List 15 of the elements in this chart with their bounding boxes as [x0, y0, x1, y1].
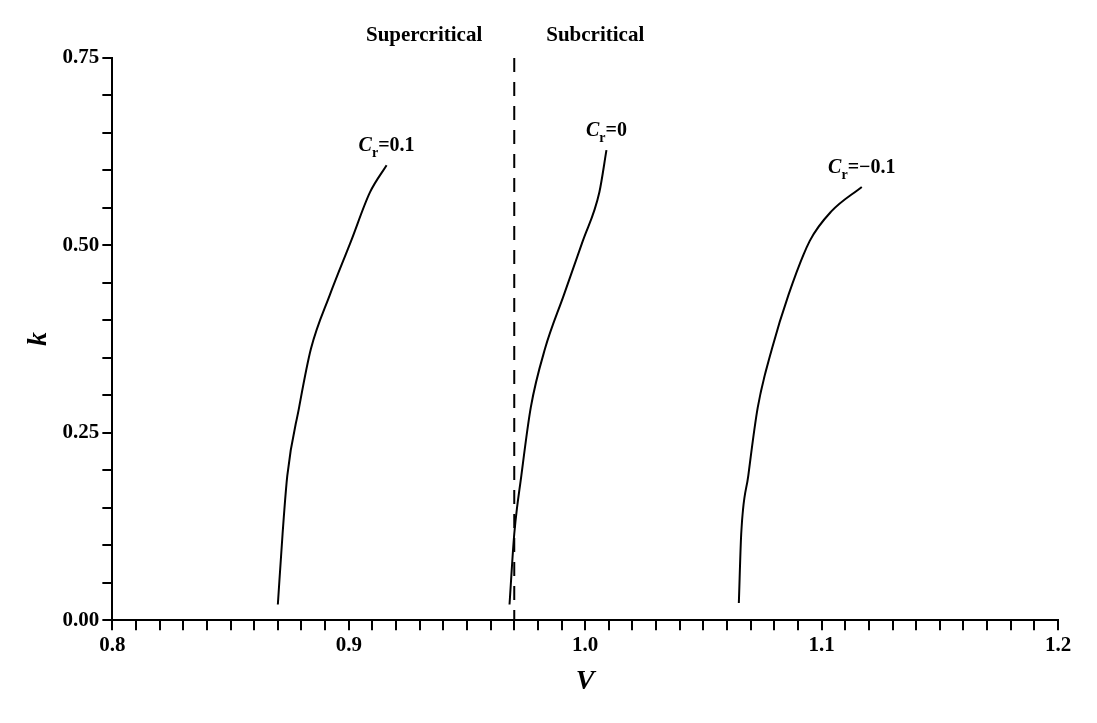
x-tick-label: 0.8 [99, 632, 126, 657]
x-axis-title: V [575, 664, 597, 696]
text: Subcritical [546, 22, 645, 47]
line-series [276, 164, 388, 606]
y-tick-label: 0.00 [62, 606, 100, 631]
y-axis-title: k [21, 332, 53, 347]
x-tick-label: 1.1 [808, 632, 835, 657]
x-tick-label: 1.2 [1044, 632, 1072, 657]
y-tick-label: 0.25 [62, 419, 100, 444]
y-tick-label: 0.50 [62, 231, 100, 256]
y-tick-label: 0.75 [62, 44, 100, 69]
x-tick-label: 0.9 [335, 632, 362, 657]
text: Supercritical [365, 22, 483, 47]
line-series [737, 185, 863, 604]
x-tick-label: 1.0 [572, 632, 599, 657]
